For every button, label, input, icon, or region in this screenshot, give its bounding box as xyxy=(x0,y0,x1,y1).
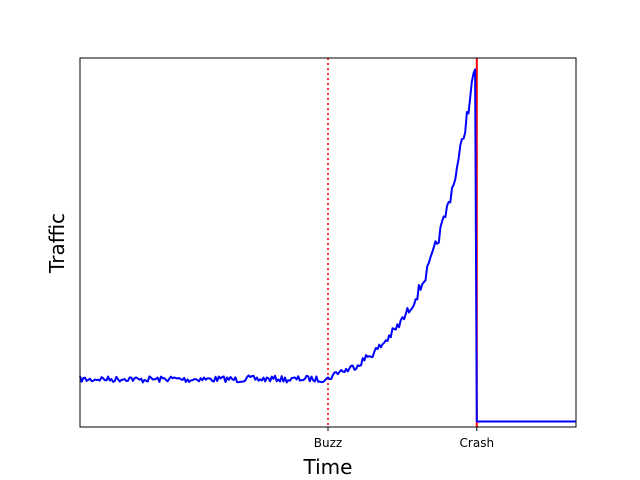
x-axis-label: Time xyxy=(303,455,353,479)
y-axis-label: Traffic xyxy=(45,213,69,274)
series-line-0 xyxy=(79,68,576,423)
series-layer xyxy=(79,68,576,423)
x-tick-label-crash: Crash xyxy=(460,436,495,450)
x-tick-layer: Buzz Crash xyxy=(314,427,494,450)
x-tick-label-buzz: Buzz xyxy=(314,436,342,450)
